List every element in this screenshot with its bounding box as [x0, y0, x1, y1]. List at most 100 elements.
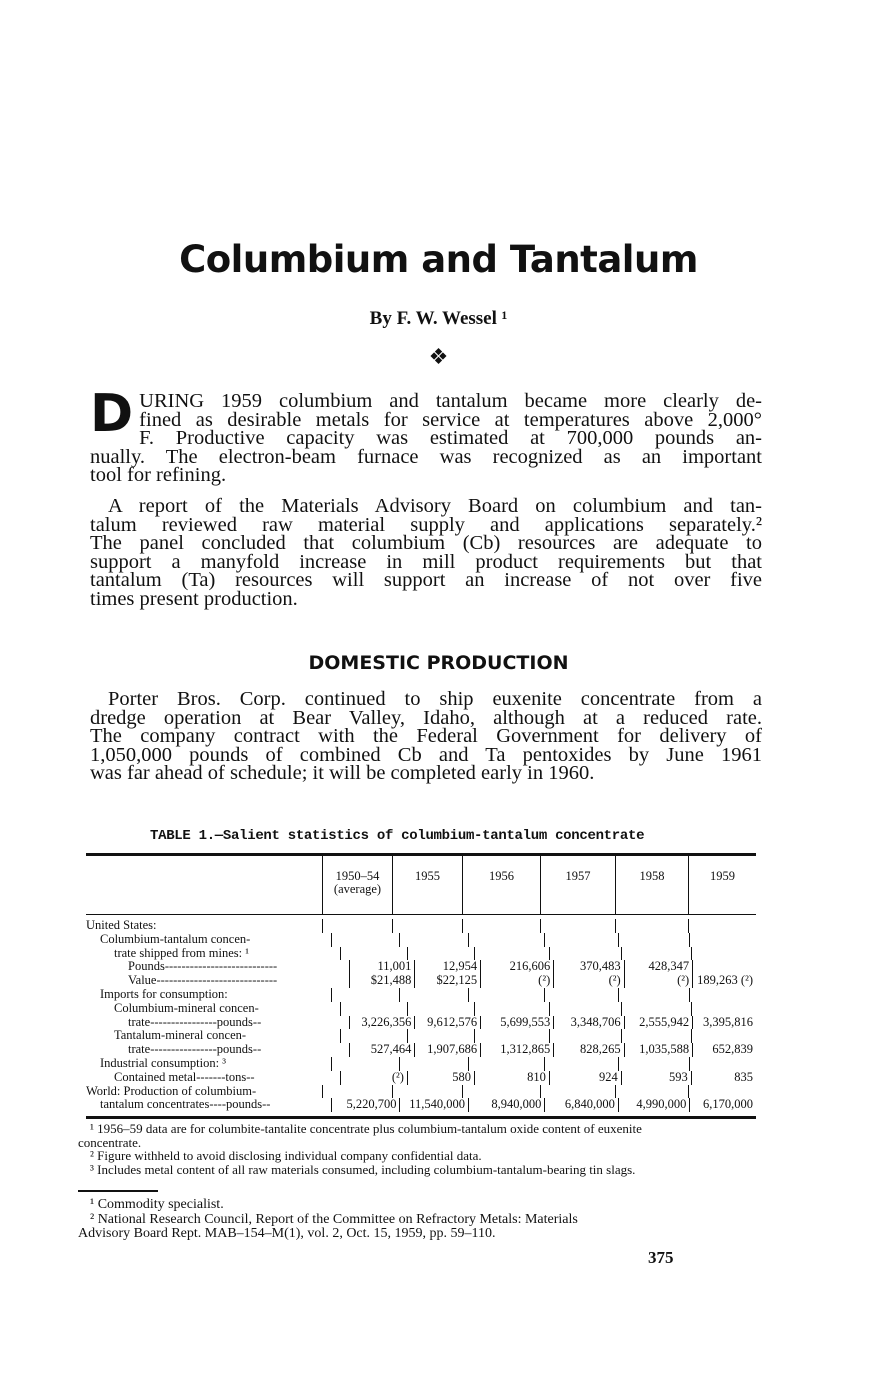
page-number: 375	[648, 1248, 674, 1267]
table-row: trate shipped from mines: ¹	[86, 946, 756, 961]
table-note: concentrate.	[78, 1134, 142, 1150]
row-label: trate----------------pounds--	[128, 1015, 262, 1029]
column-header: 1950–54 (average)	[322, 856, 392, 914]
table-cell	[322, 1084, 392, 1099]
table-cell: 11,001	[348, 960, 415, 975]
table-cell	[330, 1056, 400, 1071]
table-cell: 6,170,000	[689, 1098, 756, 1113]
table-header: 1950–54 (average) 1955 1956 1957 1958 1959	[86, 856, 756, 915]
table-cell: 810	[474, 1070, 549, 1085]
table-cell	[322, 919, 392, 933]
table-cell	[339, 946, 407, 961]
table-cell	[392, 1084, 462, 1099]
table-cell	[548, 1029, 621, 1044]
table-cell	[339, 1001, 407, 1016]
table-cell	[468, 987, 544, 1002]
text-line: tantalum (Ta) resources will support an …	[90, 569, 762, 592]
table-row: trate----------------pounds-- 527,464 1,90…	[86, 1042, 756, 1057]
table-row: Industrial consumption: ³	[86, 1056, 756, 1071]
table-cell	[620, 1029, 691, 1044]
footnote: Advisory Board Rept. MAB–154–M(1), vol. …	[78, 1226, 496, 1241]
table-cell	[544, 987, 617, 1002]
text-line: fined as desirable metals for service at…	[139, 408, 762, 431]
table-cell	[690, 1029, 756, 1044]
column-header: 1958	[615, 856, 688, 914]
table-row: Columbium-mineral concen-	[86, 1001, 756, 1016]
table-cell: 216,606	[480, 960, 553, 975]
row-label: Imports for consumption:	[100, 987, 228, 1001]
table-bottom-rule	[86, 1116, 756, 1120]
table-row: Contained metal-------tons-- (²) 580 810 924…	[86, 1070, 756, 1085]
table-cell	[615, 919, 688, 933]
table-cell: 12,954	[414, 960, 480, 975]
paragraph-domestic-production: Porter Bros. Corp. continued to ship eux…	[90, 688, 762, 785]
table-cell: 527,464	[348, 1042, 415, 1057]
table-cell: 11,540,000	[399, 1098, 468, 1113]
row-label: Tantalum-mineral concen-	[114, 1029, 247, 1043]
text-line: was far ahead of schedule; it will be co…	[90, 762, 595, 785]
text-line: talum reviewed raw material supply and a…	[90, 513, 762, 536]
table-cell	[615, 1084, 688, 1099]
text-line: F. Productive capacity was estimated at …	[139, 427, 762, 450]
table-cell	[544, 932, 617, 947]
table-cell	[617, 987, 690, 1002]
table-cell: (²)	[553, 973, 623, 988]
table-cell: 428,347	[623, 960, 693, 975]
table-cell: 6,840,000	[544, 1098, 617, 1113]
table-caption: TABLE 1.—Salient statistics of columbium…	[150, 828, 645, 844]
table-cell: 3,226,356	[348, 1015, 415, 1030]
table-row: Value----------------------------- $21,48…	[86, 973, 756, 988]
text-line: 1,050,000 pounds of combined Cb and Ta p…	[90, 743, 762, 766]
byline: By F. W. Wessel ¹	[369, 308, 508, 329]
table-cell	[392, 919, 462, 933]
table-cell: 835	[690, 1070, 756, 1085]
table-cell	[548, 946, 621, 961]
table-row: United States:	[86, 919, 756, 933]
text-line: A report of the Materials Advisory Board…	[108, 495, 762, 517]
table-cell	[474, 1001, 549, 1016]
row-label: Contained metal-------tons--	[114, 1070, 255, 1084]
column-header: 1959	[688, 856, 756, 914]
row-label: Value-----------------------------	[128, 974, 278, 988]
table-cell: 1,312,865	[480, 1042, 553, 1057]
table-cell	[406, 1029, 474, 1044]
table-cell: 5,699,553	[480, 1015, 553, 1030]
table-cell	[688, 1084, 756, 1099]
table-cell: 1,907,686	[414, 1042, 480, 1057]
table-cell	[617, 932, 690, 947]
table-cell: 652,839	[692, 1042, 756, 1057]
table-cell: $22,125	[414, 973, 480, 988]
footnote-divider	[78, 1190, 158, 1192]
row-label: Industrial consumption: ³	[100, 1056, 226, 1070]
table-cell	[330, 932, 400, 947]
table-row: Tantalum-mineral concen-	[86, 1029, 756, 1044]
table-row: World: Production of columbium-	[86, 1084, 756, 1099]
table-top-rule	[86, 853, 756, 856]
text-line: Porter Bros. Corp. continued to ship eux…	[108, 688, 762, 710]
text-line: support a manyfold increase in mill prod…	[90, 550, 762, 573]
table-cell	[468, 932, 544, 947]
table-cell	[689, 1056, 756, 1071]
table-cell	[620, 946, 691, 961]
row-label: trate----------------pounds--	[128, 1043, 262, 1057]
paragraph-intro: D URING 1959 columbium and tantalum beca…	[90, 388, 762, 487]
table-cell	[474, 946, 549, 961]
table-cell: 4,990,000	[617, 1098, 690, 1113]
table-cell: 8,940,000	[468, 1098, 544, 1113]
footnote: ¹ Commodity specialist.	[90, 1197, 224, 1212]
text-line: times present production.	[90, 587, 298, 610]
table-cell	[462, 1084, 540, 1099]
table-row: Pounds--------------------------- 11,001 1…	[86, 960, 756, 975]
table-note: ² Figure withheld to avoid disclosing in…	[90, 1148, 482, 1163]
table-cell	[399, 1056, 468, 1071]
article-title: Columbium and Tantalum	[179, 238, 698, 281]
table-cell: $21,488	[348, 973, 415, 988]
text-line: tool for refining.	[90, 464, 227, 487]
column-header: 1955	[392, 856, 462, 914]
table-cell: 580	[406, 1070, 474, 1085]
table-cell	[617, 1056, 690, 1071]
table-cell	[399, 987, 468, 1002]
row-label: trate shipped from mines: ¹	[114, 946, 249, 960]
table-cell	[548, 1001, 621, 1016]
